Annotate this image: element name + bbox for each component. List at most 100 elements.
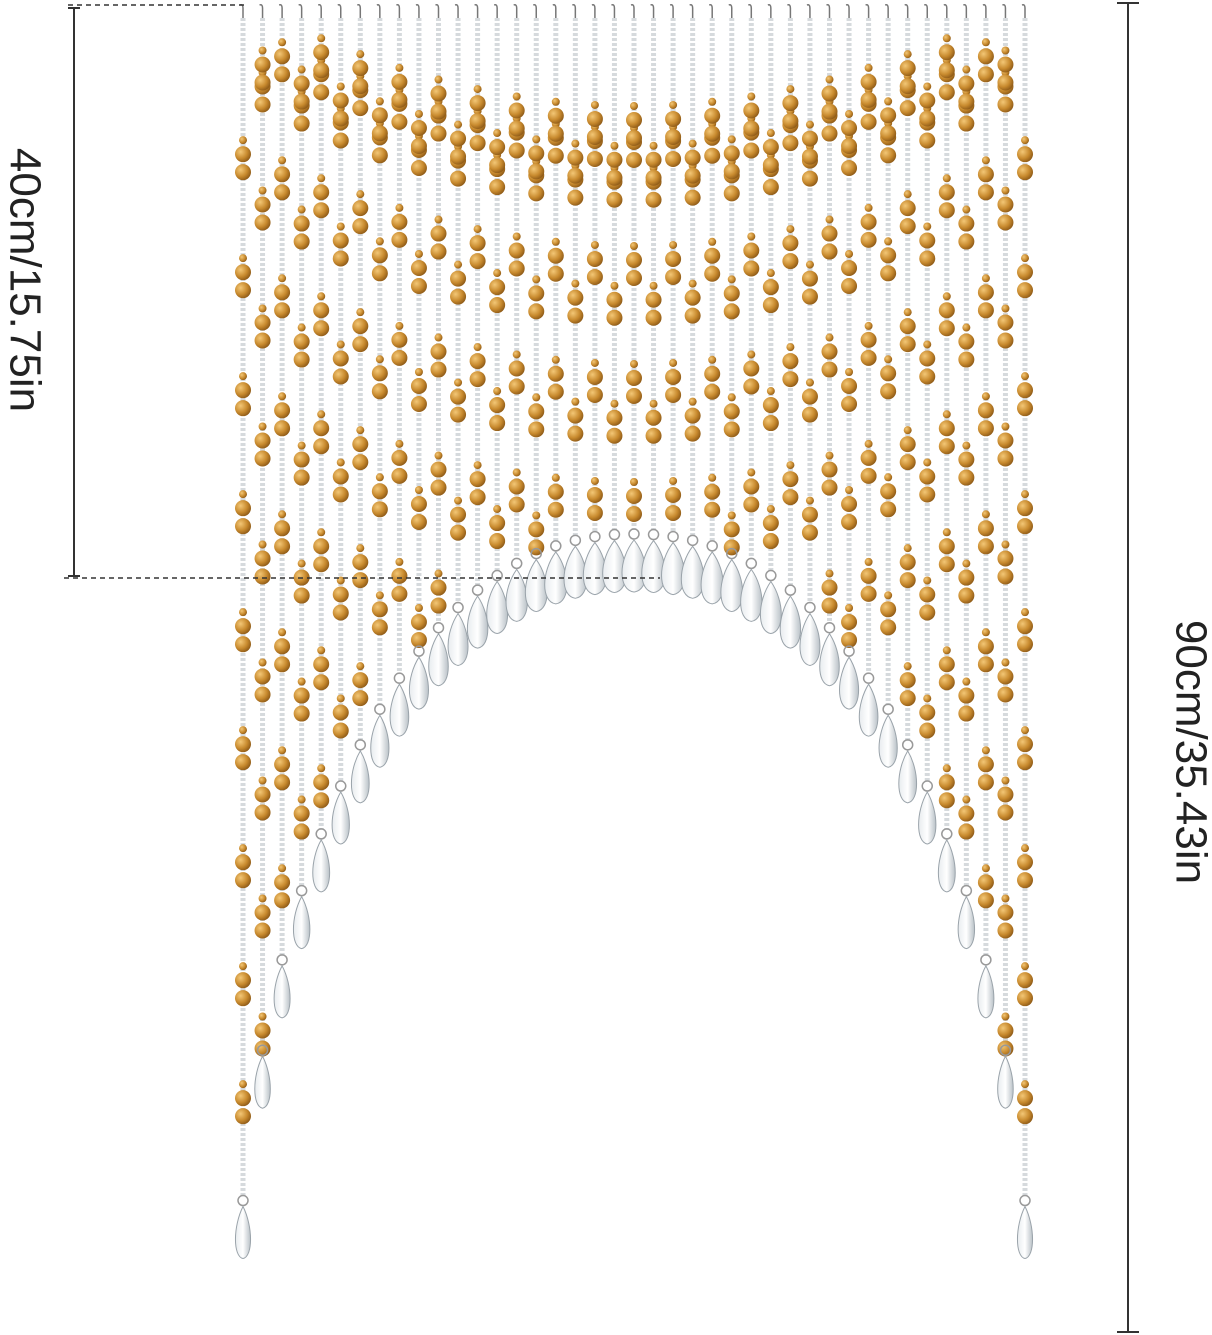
bead	[821, 361, 838, 378]
bead	[860, 113, 877, 130]
bead	[352, 100, 369, 117]
bead-small	[375, 591, 384, 600]
bead-small	[336, 222, 345, 231]
bead	[841, 119, 858, 136]
strand	[977, 4, 995, 1019]
bead-small	[590, 476, 599, 485]
strand	[467, 4, 489, 649]
bead-small	[688, 279, 697, 288]
hook	[806, 4, 811, 20]
bead-small	[297, 65, 306, 74]
bead	[880, 107, 897, 124]
bead	[899, 100, 916, 117]
bead	[821, 225, 838, 242]
bead-small	[356, 544, 365, 553]
bead	[274, 774, 291, 791]
bead	[352, 436, 369, 453]
bead-small	[942, 174, 951, 183]
bead-small	[903, 544, 912, 553]
bead	[352, 672, 369, 689]
strand	[582, 4, 607, 596]
bead	[997, 568, 1014, 585]
bead-small	[825, 75, 834, 84]
strand	[524, 4, 548, 613]
strand	[680, 4, 705, 599]
bead	[997, 314, 1014, 331]
hook	[826, 4, 831, 20]
bead	[762, 279, 779, 296]
bead-small	[395, 321, 404, 330]
bead	[919, 468, 936, 485]
bead-small	[278, 392, 287, 401]
bead	[254, 668, 271, 685]
bead-small	[903, 50, 912, 59]
bead	[235, 1090, 251, 1107]
bead-small	[278, 628, 287, 637]
bead	[645, 409, 662, 426]
bead	[313, 556, 330, 573]
bead	[899, 690, 916, 707]
bead	[626, 370, 642, 386]
ring	[452, 601, 464, 614]
bead	[938, 44, 955, 61]
bead	[508, 102, 525, 119]
bead	[410, 277, 427, 294]
bead	[880, 247, 897, 264]
bead-small	[532, 135, 541, 144]
strand	[898, 4, 917, 804]
bead-small	[845, 109, 854, 118]
hook	[708, 4, 713, 20]
ring	[393, 672, 406, 684]
length-dimension: 90cm/35.43in	[1117, 2, 1212, 1333]
bead-small	[375, 237, 384, 246]
bead-small	[239, 372, 247, 381]
bead	[821, 343, 838, 360]
bead	[254, 196, 271, 213]
bead-small	[258, 422, 267, 431]
bead	[254, 786, 271, 803]
bead	[762, 139, 779, 156]
bead-small	[1021, 1080, 1029, 1089]
bead-small	[297, 441, 306, 450]
bead	[469, 489, 486, 506]
bead-small	[805, 496, 814, 505]
bead-small	[395, 63, 404, 72]
bead	[997, 804, 1014, 821]
bead	[293, 333, 310, 350]
bead-small	[903, 662, 912, 671]
bead	[332, 486, 349, 503]
bead-small	[1021, 962, 1029, 971]
bead	[235, 382, 251, 399]
bead	[450, 270, 467, 287]
hook	[259, 4, 264, 20]
bead	[567, 167, 584, 184]
bead	[704, 107, 721, 124]
bead-small	[336, 340, 345, 349]
bead-small	[1021, 490, 1029, 499]
crystal-drop	[720, 558, 744, 613]
bead	[704, 483, 721, 500]
bead	[919, 250, 936, 267]
bead-small	[942, 34, 951, 43]
bead-small	[454, 378, 463, 387]
strand	[351, 4, 370, 804]
bead-small	[317, 292, 326, 301]
bead	[899, 218, 916, 235]
bead-small	[884, 97, 893, 106]
bead	[313, 202, 330, 219]
strand	[331, 4, 350, 845]
bead	[919, 92, 936, 109]
ring	[921, 780, 933, 792]
bead	[997, 904, 1014, 921]
bead-small	[708, 97, 717, 106]
bead-small	[395, 203, 404, 212]
bead	[274, 538, 291, 555]
bead	[665, 110, 682, 127]
bead-small	[414, 367, 423, 376]
bead-small	[434, 451, 443, 460]
bead	[547, 125, 564, 142]
bead	[997, 922, 1014, 939]
bead	[469, 353, 486, 370]
bead-curtain	[234, 4, 1034, 1260]
bead	[430, 579, 447, 596]
